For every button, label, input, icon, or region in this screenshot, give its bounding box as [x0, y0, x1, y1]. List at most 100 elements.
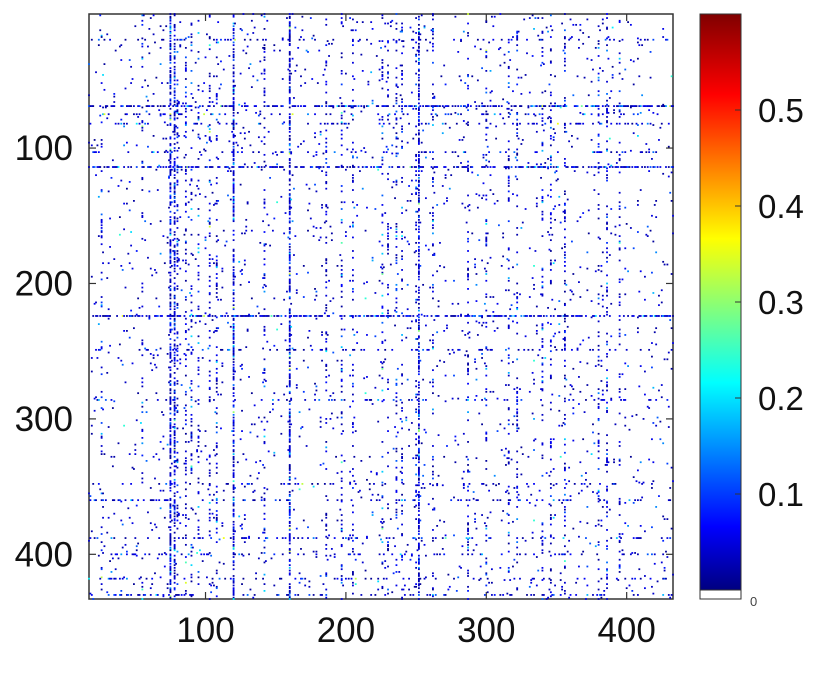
heatmap-cell [597, 442, 600, 445]
heatmap-cell [120, 105, 123, 107]
heatmap-cell [169, 313, 172, 316]
heatmap-cell [451, 315, 454, 317]
heatmap-cell [169, 187, 172, 190]
heatmap-cell [197, 116, 200, 118]
heatmap-cell [165, 25, 168, 28]
heatmap-cell [263, 15, 266, 18]
heatmap-cell [305, 445, 308, 447]
heatmap-cell [395, 183, 398, 186]
heatmap-cell [549, 374, 552, 377]
heatmap-cell [601, 113, 604, 116]
heatmap-cell [281, 151, 284, 154]
heatmap-cell [541, 210, 544, 213]
heatmap-cell [571, 290, 573, 293]
heatmap-cell [667, 166, 670, 168]
heatmap-cell [288, 42, 291, 45]
heatmap-cell [481, 316, 483, 319]
heatmap-cell [184, 354, 187, 357]
heatmap-cell [467, 87, 469, 90]
heatmap-cell [563, 304, 566, 307]
heatmap-cell [169, 348, 172, 351]
heatmap-cell [527, 105, 530, 107]
heatmap-cell [100, 121, 103, 124]
heatmap-cell [578, 403, 580, 405]
heatmap-cell [606, 289, 608, 292]
heatmap-cell [352, 105, 354, 107]
heatmap-cell [517, 137, 520, 140]
heatmap-cell [409, 327, 412, 330]
heatmap-cell [283, 298, 286, 301]
heatmap-cell [177, 135, 180, 137]
heatmap-cell [269, 176, 272, 179]
heatmap-cell [427, 122, 430, 125]
heatmap-cell [176, 273, 179, 275]
heatmap-cell [208, 124, 211, 126]
heatmap-cell [606, 44, 608, 47]
heatmap-cell [485, 325, 488, 328]
heatmap-cell [206, 458, 208, 461]
heatmap-cell [325, 145, 328, 148]
heatmap-cell [184, 330, 187, 332]
heatmap-cell [387, 118, 389, 121]
heatmap-cell [610, 232, 613, 235]
heatmap-cell [401, 105, 403, 107]
heatmap-cell [180, 113, 183, 116]
heatmap-cell [478, 412, 481, 415]
heatmap-cell [333, 151, 336, 154]
heatmap-cell [606, 343, 608, 346]
heatmap-cell [485, 439, 488, 442]
heatmap-cell [467, 470, 469, 473]
heatmap-cell [208, 223, 211, 225]
heatmap-cell [319, 420, 322, 423]
heatmap-cell [173, 190, 176, 193]
heatmap-cell [516, 430, 519, 432]
heatmap-cell [232, 15, 235, 18]
heatmap-cell [193, 122, 196, 125]
heatmap-cell [190, 424, 193, 427]
heatmap-cell [496, 430, 499, 432]
heatmap-cell [184, 153, 187, 156]
heatmap-cell [93, 151, 96, 154]
heatmap-cell [432, 465, 434, 468]
heatmap-cell [169, 122, 172, 125]
heatmap-cell [662, 36, 665, 38]
heatmap-cell [325, 44, 328, 47]
heatmap-cell [417, 255, 420, 258]
heatmap-cell [366, 105, 368, 107]
heatmap-cell [183, 462, 186, 465]
heatmap-cell [381, 172, 384, 175]
heatmap-cell [432, 378, 434, 381]
heatmap-cell [194, 101, 197, 103]
heatmap-cell [474, 263, 476, 266]
heatmap-cell [215, 95, 218, 98]
heatmap-cell [394, 324, 396, 327]
heatmap-cell [169, 186, 172, 189]
heatmap-cell [232, 386, 235, 389]
heatmap-cell [109, 38, 111, 41]
heatmap-cell [446, 315, 448, 317]
heatmap-cell [565, 283, 568, 286]
heatmap-cell [541, 213, 544, 216]
heatmap-cell [600, 380, 603, 382]
heatmap-cell [572, 367, 575, 370]
heatmap-cell [374, 208, 377, 210]
heatmap-cell [123, 424, 126, 427]
heatmap-cell [325, 102, 328, 105]
heatmap-cell [232, 44, 235, 47]
heatmap-cell [93, 397, 96, 400]
heatmap-cell [173, 212, 176, 214]
heatmap-cell [568, 140, 571, 143]
heatmap-cell [417, 366, 420, 369]
heatmap-cell [481, 113, 483, 116]
heatmap-cell [95, 301, 97, 304]
heatmap-cell [398, 38, 401, 41]
heatmap-cell [498, 315, 500, 317]
heatmap-cell [417, 296, 420, 298]
heatmap-cell [204, 149, 207, 152]
heatmap-cell [340, 218, 343, 221]
heatmap-cell [485, 220, 488, 223]
heatmap-cell [496, 397, 499, 400]
heatmap-cell [485, 432, 488, 435]
heatmap-cell [288, 64, 291, 67]
heatmap-cell [311, 348, 314, 351]
